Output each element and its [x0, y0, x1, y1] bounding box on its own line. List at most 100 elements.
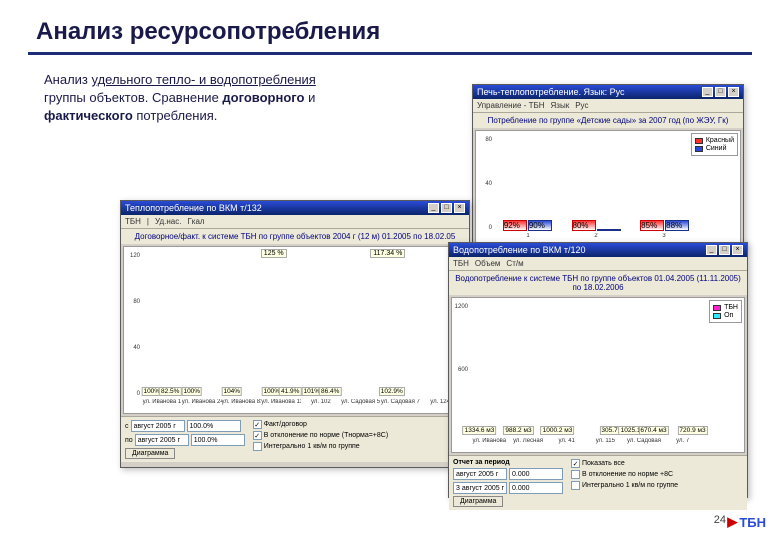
ytick: 600: [454, 367, 468, 373]
heat-chart: Красный Синий 0 40 80 92%90%80%85%88% 12…: [475, 130, 741, 248]
desc-text: Анализ: [44, 72, 92, 87]
date-input-2[interactable]: [453, 482, 507, 494]
toolbar-item[interactable]: Язык: [551, 101, 570, 110]
bar-label: 1334.6 м3: [463, 426, 497, 435]
checkbox-label: Интегрально 1 кв/м по группе: [582, 482, 678, 489]
x-axis: ул. Ивановаул. Леснаяул. 41ул. 115ул. Са…: [470, 438, 702, 450]
close-button[interactable]: ×: [732, 245, 743, 255]
chart-button[interactable]: Диаграмма: [453, 496, 503, 507]
bar-label: 104%: [221, 387, 242, 396]
logo-text: ТБН: [739, 515, 766, 530]
minimize-button[interactable]: _: [702, 87, 713, 97]
chart-title: Договорное/факт. к системе ТБН по группе…: [121, 229, 469, 244]
maximize-button[interactable]: □: [441, 203, 452, 213]
maximize-button[interactable]: □: [719, 245, 730, 255]
checkbox-3[interactable]: [253, 442, 262, 451]
description: Анализ удельного тепло- и водопотреблени…: [0, 55, 360, 126]
bar-label: 88%: [666, 221, 688, 230]
bars-container: 92%90% 80% 85%88%: [494, 137, 698, 231]
toolbar-item[interactable]: ТБН: [125, 217, 141, 226]
page-number: 24: [714, 514, 726, 526]
toolbar-item[interactable]: Гкал: [187, 217, 204, 226]
bar-series-b: 90%: [528, 220, 552, 231]
x-label: ул. Иванова 24: [182, 399, 222, 411]
bar-label: 100%: [181, 387, 202, 396]
legend-label: Оп: [724, 312, 733, 319]
close-button[interactable]: ×: [454, 203, 465, 213]
date-input-2[interactable]: [135, 434, 189, 446]
maximize-button[interactable]: □: [715, 87, 726, 97]
window-title: Теплопотребление по ВКМ т/132: [125, 203, 262, 213]
window-title: Печь-теплопотребление. Язык: Рус: [477, 87, 624, 97]
minimize-button[interactable]: _: [706, 245, 717, 255]
x-axis: ул. Иванова 1ул. Иванова 24ул. Иванова 8…: [142, 399, 460, 411]
x-label: ул. Иванова 1: [142, 399, 182, 411]
x-label: ул. Садовая: [625, 438, 664, 450]
bars-container: 100%82.5%100%104%100%41.9%101%86.4%102.9…: [142, 253, 460, 397]
bar-label: 102.9%: [379, 387, 405, 396]
main-chart: 125 % 117.34 % 0 40 80 120 100%82.5%100%…: [123, 246, 467, 414]
date-input-1[interactable]: [131, 420, 185, 432]
legend: ТБН Оп: [709, 300, 742, 323]
checkbox-1[interactable]: ✓: [571, 459, 580, 468]
legend-label: Синий: [706, 145, 727, 152]
value-input-1[interactable]: [187, 420, 241, 432]
desc-text: и: [304, 90, 315, 105]
toolbar-item[interactable]: Управление - ТБН: [477, 101, 545, 110]
checkbox-2[interactable]: [571, 470, 580, 479]
toolbar-item[interactable]: Рус: [575, 101, 588, 110]
desc-bold-2: фактического: [44, 108, 133, 123]
bar-label: 92%: [504, 221, 526, 230]
toolbar-item[interactable]: Уд.нас.: [155, 217, 181, 226]
heat-window: Печь-теплопотребление. Язык: Рус _ □ × У…: [472, 84, 744, 252]
chart-title: Потребление по группе «Детские сады» за …: [473, 113, 743, 128]
toolbar: ТБН | Уд.нас. Гкал: [121, 215, 469, 229]
y-axis: 0 40 80 120: [126, 253, 140, 397]
x-label: ул. Садовая 5: [341, 399, 381, 411]
window-titlebar[interactable]: Печь-теплопотребление. Язык: Рус _ □ ×: [473, 85, 743, 99]
value-input-2[interactable]: [509, 482, 563, 494]
bar-label: 80%: [573, 221, 595, 230]
section-label: Отчет за период: [453, 459, 563, 466]
x-label: ул. 41: [547, 438, 586, 450]
value-input-2[interactable]: [191, 434, 245, 446]
ytick: 0: [478, 225, 492, 231]
controls-panel: Отчет за период Диаграмма ✓Показать все …: [449, 455, 747, 510]
toolbar: ТБН Объем Ст/м: [449, 257, 747, 271]
toolbar-item[interactable]: Объем: [475, 259, 501, 268]
bar-series-b: 88%: [665, 220, 689, 231]
water-window: Водопотребление по ВКМ т/120 _ □ × ТБН О…: [448, 242, 748, 498]
bar-group: 85%88%: [631, 220, 698, 231]
desc-text: группы объектов. Сравнение: [44, 90, 222, 105]
checkbox-1[interactable]: ✓: [253, 420, 262, 429]
water-chart: ТБН Оп 0 600 1200 1334.6 м3988.2 м31000.…: [451, 297, 745, 453]
toolbar-item[interactable]: ТБН: [453, 259, 469, 268]
ytick: 40: [126, 345, 140, 351]
desc-underline-1: удельного тепло- и водопотребления: [92, 72, 316, 87]
bar-group: 80%: [563, 220, 630, 231]
y-axis: 0 600 1200: [454, 304, 468, 436]
close-button[interactable]: ×: [728, 87, 739, 97]
x-label: ул. Садовая 7: [381, 399, 421, 411]
checkbox-label: Факт/договор: [264, 421, 307, 428]
window-titlebar[interactable]: Теплопотребление по ВКМ т/132 _ □ ×: [121, 201, 469, 215]
date-input-1[interactable]: [453, 468, 507, 480]
date-label: с: [125, 423, 129, 430]
ytick: 0: [126, 391, 140, 397]
checkbox-2[interactable]: ✓: [253, 431, 262, 440]
desc-text: потребления.: [133, 108, 218, 123]
checkbox-label: В отклонение по норме +8С: [582, 471, 673, 478]
ytick: 80: [126, 299, 140, 305]
window-titlebar[interactable]: Водопотребление по ВКМ т/120 _ □ ×: [449, 243, 747, 257]
minimize-button[interactable]: _: [428, 203, 439, 213]
x-label: ул. Иванова 112: [261, 399, 301, 411]
checkbox-3[interactable]: [571, 481, 580, 490]
x-label: ул. Иванова: [470, 438, 509, 450]
chart-title: Водопотребление к системе ТБН по группе …: [449, 271, 747, 295]
ytick: 40: [478, 181, 492, 187]
y-axis: 0 40 80: [478, 137, 492, 231]
toolbar-item[interactable]: Ст/м: [506, 259, 523, 268]
ytick: 1200: [454, 304, 468, 310]
chart-button[interactable]: Диаграмма: [125, 448, 175, 459]
value-input-1[interactable]: [509, 468, 563, 480]
